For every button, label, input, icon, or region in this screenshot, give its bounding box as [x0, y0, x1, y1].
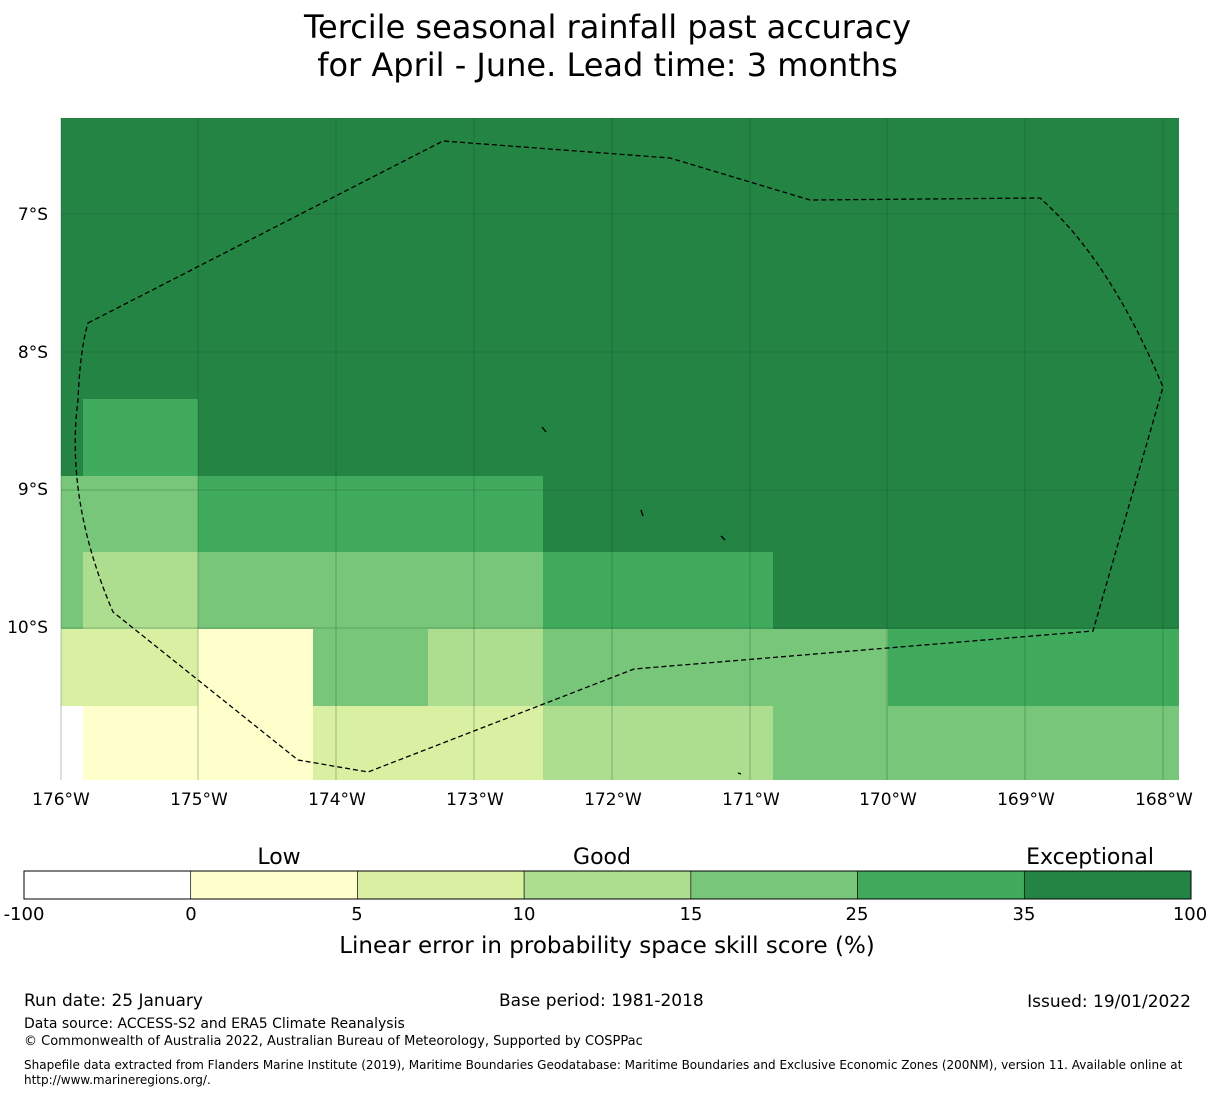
grid-cell [83, 552, 198, 629]
colorbar-xlabel: Linear error in probability space skill … [339, 933, 875, 959]
skill-grid-cells [61, 118, 1179, 780]
colorbar-swatch [357, 870, 525, 900]
lat-label: 7°S [18, 205, 48, 225]
grid-cell [773, 706, 1179, 780]
lon-label: 169°W [997, 790, 1055, 810]
lon-label: 168°W [1135, 790, 1193, 810]
lat-label: 9°S [18, 480, 48, 500]
graticule-lines [60, 118, 1179, 780]
lon-label: 176°W [32, 790, 90, 810]
eez-boundary [74, 140, 1164, 773]
grid-cell [61, 476, 198, 552]
category-good: Good [573, 845, 631, 870]
grid-cell [61, 552, 83, 629]
copyright: © Commonwealth of Australia 2022, Austra… [24, 1034, 643, 1049]
grid-cell [313, 706, 543, 780]
islands [541, 426, 742, 775]
colorbar-frame [23, 870, 1192, 900]
tick-label: -100 [4, 904, 45, 925]
map-title-line-1: Tercile seasonal rainfall past accuracy [303, 8, 912, 46]
colorbar-category-labels: Low Good Exceptional [257, 845, 1154, 870]
island-atafu [541, 426, 547, 433]
tick-label: 35 [1013, 904, 1036, 925]
run-date: Run date: 25 January [24, 991, 203, 1011]
grid-cell [83, 706, 313, 780]
colorbar-tick-labels: -100 0 5 10 15 25 35 100 [4, 904, 1208, 925]
lon-label: 172°W [584, 790, 642, 810]
grid-cell [61, 629, 198, 706]
grid-cell [198, 552, 543, 629]
latitude-labels: 7°S 8°S 9°S 10°S [7, 205, 48, 638]
grid-cell [543, 629, 888, 706]
tick-label: 0 [185, 904, 196, 925]
grid-cell [428, 629, 543, 706]
grid-cell [543, 552, 773, 629]
grid-cell [83, 399, 198, 476]
grid-cell [543, 706, 773, 780]
category-low: Low [257, 845, 300, 870]
lat-label: 10°S [7, 618, 48, 638]
tick-label: 5 [351, 904, 362, 925]
lon-label: 174°W [308, 790, 366, 810]
data-source: Data source: ACCESS-S2 and ERA5 Climate … [24, 1016, 405, 1032]
shapefile-url: http://www.marineregions.org/. [24, 1073, 211, 1087]
grid-cell [61, 706, 83, 780]
colorbar-swatch [523, 870, 692, 900]
grid-cell [888, 629, 1179, 706]
lon-label: 175°W [170, 790, 228, 810]
colorbar-swatch [690, 870, 858, 900]
longitude-labels: 176°W 175°W 174°W 173°W 172°W 171°W 170°… [32, 790, 1193, 810]
lon-label: 170°W [859, 790, 917, 810]
island-fakaofo [720, 535, 726, 541]
grid-cell [198, 629, 313, 706]
base-period: Base period: 1981-2018 [499, 991, 704, 1011]
colorbar-swatch [190, 870, 358, 900]
map-title-line-2: for April - June. Lead time: 3 months [317, 46, 898, 84]
tick-label: 100 [1173, 904, 1207, 925]
island-swains [737, 772, 742, 775]
issued-date: Issued: 19/01/2022 [1027, 992, 1191, 1012]
colorbar-swatches [23, 870, 1192, 900]
colorbar-swatch [1023, 870, 1192, 900]
tick-label: 25 [846, 904, 869, 925]
grid-cell [198, 476, 543, 552]
tick-label: 10 [513, 904, 536, 925]
colorbar-swatch [857, 870, 1025, 900]
tick-label: 15 [680, 904, 703, 925]
colorbar: Low Good Exceptional -100 0 5 10 15 25 3… [4, 845, 1208, 959]
colorbar-swatch [23, 870, 192, 900]
lon-label: 171°W [722, 790, 780, 810]
lon-label: 173°W [446, 790, 504, 810]
map-background [61, 118, 1179, 780]
shapefile-credit: Shapefile data extracted from Flanders M… [24, 1058, 1183, 1072]
category-exceptional: Exceptional [1026, 845, 1154, 870]
grid-cell [313, 629, 428, 706]
lat-label: 8°S [18, 343, 48, 363]
island-nukunonu [640, 509, 644, 517]
